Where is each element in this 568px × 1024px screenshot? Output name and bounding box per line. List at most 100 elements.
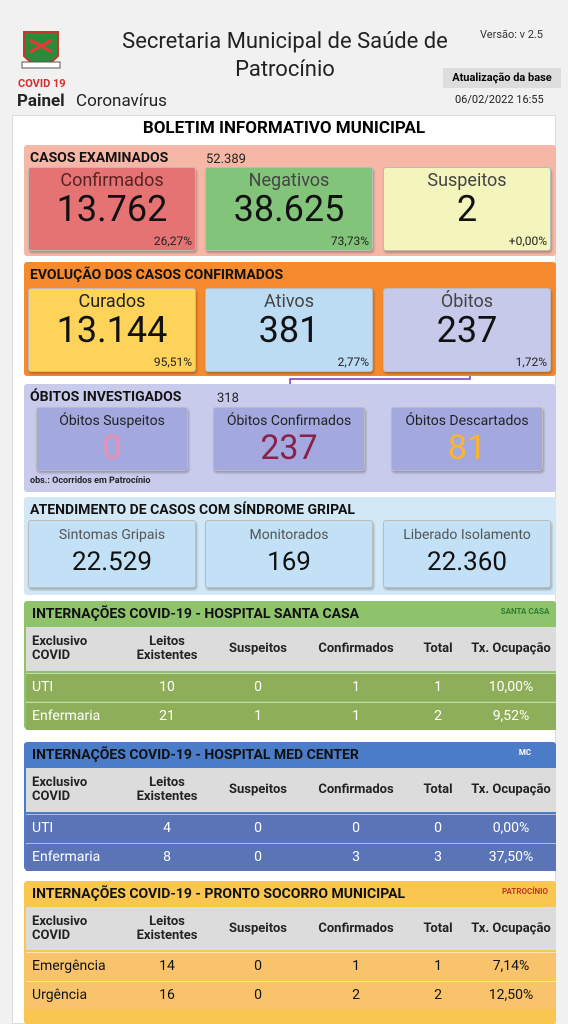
cell: 0 [254,849,262,865]
card-label: Óbitos Confirmados [226,413,352,429]
cell: UTI [32,679,54,695]
card-value: 381 [258,309,320,351]
card-label: Liberado Isolamento [403,527,531,543]
cell: 0 [254,987,262,1003]
card: Óbitos 237 1,72% [383,288,551,372]
card-label: Negativos [248,170,330,191]
section-title: CASOS EXAMINADOS [30,150,169,166]
card-label: Óbitos Suspeitos [59,413,165,429]
hospital-logo: SANTA CASA [500,607,550,616]
card: Óbitos Suspeitos 0 [36,407,188,471]
table-header [26,627,556,671]
header-cell: Exclusivo COVID [32,913,88,943]
card-value: 237 [260,428,318,468]
cell: Enfermaria [32,849,101,865]
cell: 1 [352,708,360,724]
cell: 0 [434,820,442,836]
card: Suspeitos 2 +0,00% [383,167,551,251]
cell: 4 [163,820,171,836]
panel-rest: Coronavírus [76,91,167,111]
header-cell: Leitos Existentes [136,775,198,804]
cell: 7,14% [492,958,530,974]
header-cell: Confirmados [318,920,394,936]
logo [21,31,61,69]
table-header [26,768,556,812]
cell: 2 [434,708,442,724]
card-value: 2 [456,188,478,230]
cell: Enfermaria [32,708,101,724]
card-label: Óbitos Descartados [405,413,529,429]
cell: 1 [352,679,360,695]
table-row [26,814,556,842]
card-pct: 95,51% [153,355,192,369]
boletim-title: BOLETIM INFORMATIVO MUNICIPAL [142,118,426,138]
card: Curados 13.144 95,51% [28,288,196,372]
header-cell: Tx. Ocupação [471,782,551,797]
cell: 16 [159,987,175,1003]
card-value: 22.529 [72,547,152,577]
card-label: Óbitos [440,291,494,312]
panel-bold: Painel [17,91,65,111]
cell: 2 [352,987,360,1003]
card-pct: 73,73% [330,234,369,248]
header-cell: Exclusivo COVID [32,775,88,804]
card-value: 237 [436,309,498,351]
card-value: 81 [447,428,487,468]
header-cell: Tx. Ocupação [471,920,551,936]
card-label: Suspeitos [427,170,507,191]
header-cell: Suspeitos [229,920,287,936]
table-row [26,702,556,730]
cell: 0 [254,679,262,695]
section-title: EVOLUÇÃO DOS CASOS CONFIRMADOS [30,267,284,283]
card-pct: +0,00% [508,234,547,248]
cell: 37,50% [488,849,534,865]
hospital-title: INTERNAÇÕES COVID-19 - HOSPITAL SANTA CA… [32,606,360,622]
card-pct: 2,77% [337,355,369,369]
cell: 21 [159,708,175,724]
card-value: 22.360 [427,547,507,577]
card: Confirmados 13.762 26,27% [28,167,196,251]
card: Óbitos Descartados 81 [391,407,543,471]
card: Sintomas Gripais 22.529 [28,520,196,588]
card-label: Confirmados [60,170,164,191]
header-cell: Leitos Existentes [136,634,198,663]
note: obs.: Ocorridos em Patrocínio [30,476,151,486]
card: Monitorados 169 [205,520,373,588]
title: Secretaria Municipal de Saúde de Patrocí… [122,29,448,82]
section-total: 52.389 [206,152,246,167]
cell: 1 [254,708,262,724]
card: Ativos 381 2,77% [205,288,373,372]
cell: 0 [254,820,262,836]
cell: UTI [32,820,54,836]
version: Versão: v 2.5 [480,28,543,41]
card-value: 38.625 [233,188,345,230]
cell: 1 [434,679,442,695]
cell: 12,50% [488,987,534,1003]
card-label: Sintomas Gripais [58,527,166,543]
section-title: ATENDIMENTO DE CASOS COM SÍNDROME GRIPAL [30,502,355,518]
cell: 1 [434,958,442,974]
card-value: 0 [102,428,122,468]
header-cell: Total [423,782,453,797]
header-cell: Total [423,920,453,936]
cell: 0,00% [492,820,530,836]
header-cell: Exclusivo COVID [32,634,88,663]
card-value: 13.144 [56,309,168,351]
card-label: Curados [78,291,146,312]
cell: Urgência [32,987,88,1003]
hospital-title: INTERNAÇÕES COVID-19 - HOSPITAL MED CENT… [32,747,359,763]
cell: 2 [434,987,442,1003]
card: Negativos 38.625 73,73% [205,167,373,251]
cell: 8 [163,849,171,865]
table-row [26,843,556,871]
section-title: ÓBITOS INVESTIGADOS [30,389,182,405]
cell: 3 [352,849,360,865]
header-cell: Leitos Existentes [136,913,198,943]
header-cell: Total [423,641,453,656]
cell: Emergência [32,958,106,974]
cell: 3 [434,849,442,865]
card: Óbitos Confirmados 237 [213,407,365,471]
cell: 0 [254,958,262,974]
table-row [26,952,556,980]
